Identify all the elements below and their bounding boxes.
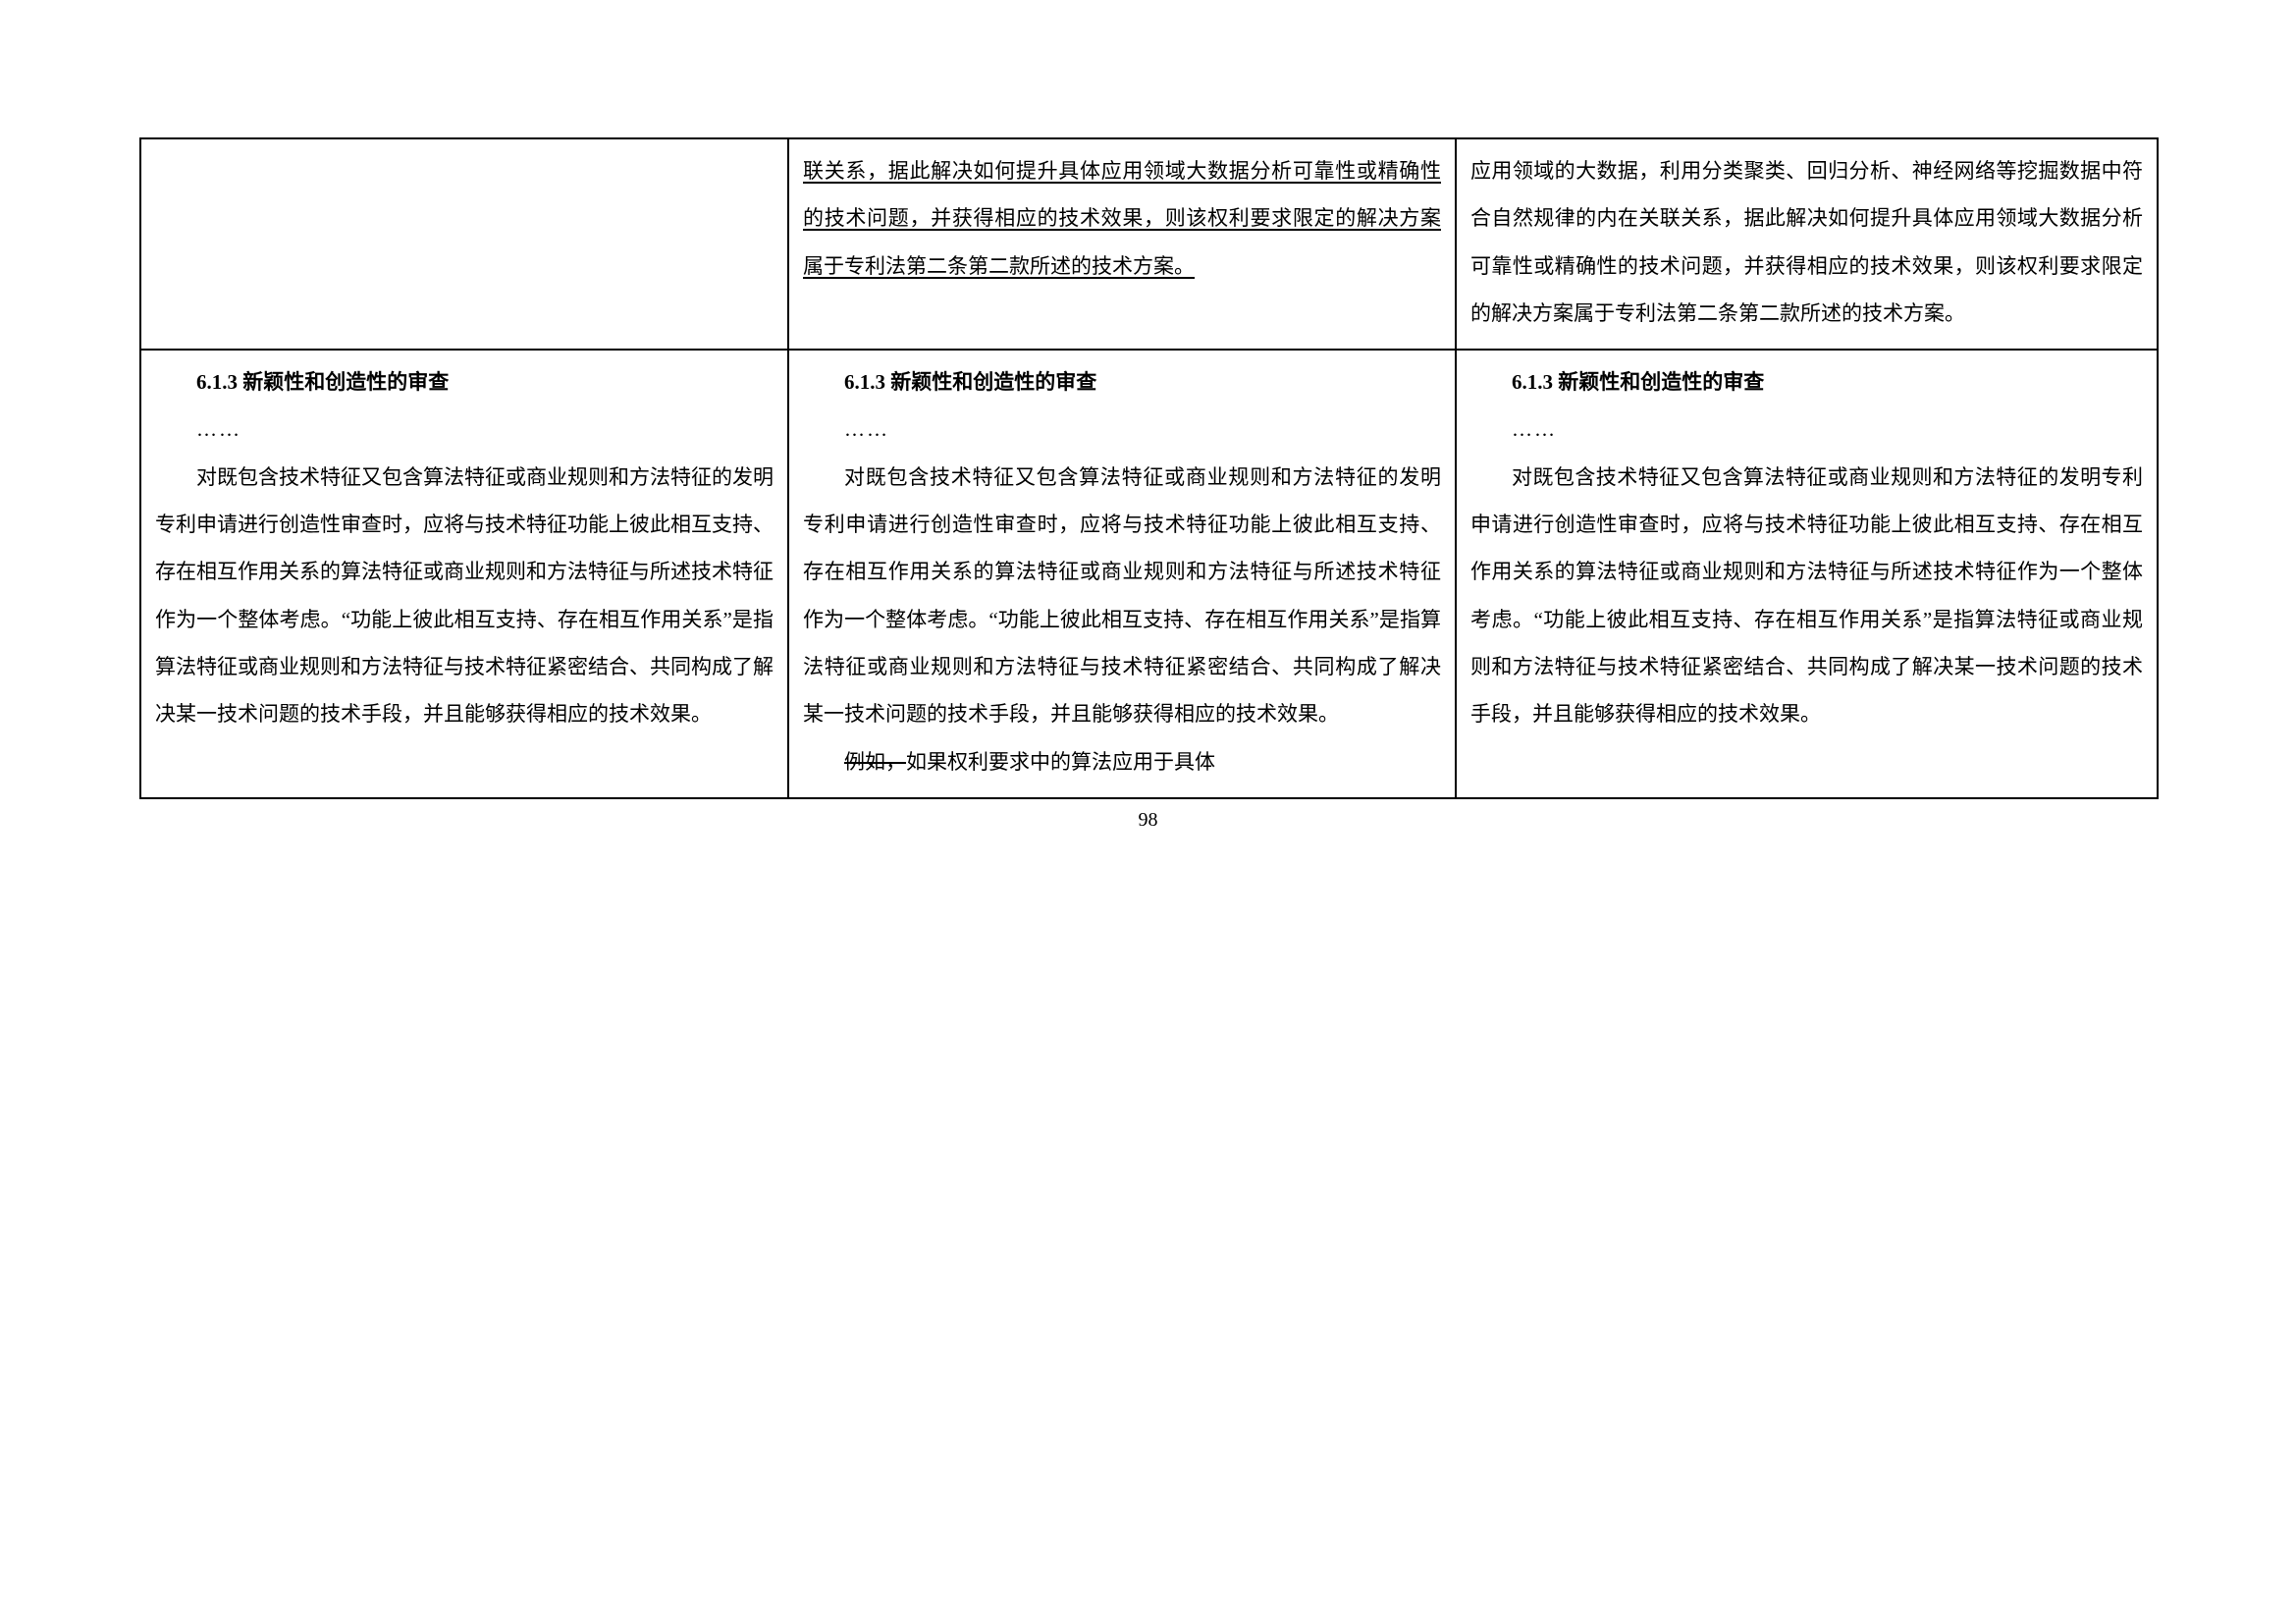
cell-r1-c3: 应用领域的大数据，利用分类聚类、回归分析、神经网络等挖掘数据中符合自然规律的内在… bbox=[1456, 138, 2158, 350]
page-number: 98 bbox=[1139, 809, 1158, 832]
section-heading: 6.1.3 新颖性和创造性的审查 bbox=[155, 358, 774, 406]
ellipsis: …… bbox=[155, 406, 774, 453]
cell-r1-c1 bbox=[140, 138, 788, 350]
comparison-table: 联关系，据此解决如何提升具体应用领域大数据分析可靠性或精确性的技术问题，并获得相… bbox=[139, 137, 2159, 799]
section-heading: 6.1.3 新颖性和创造性的审查 bbox=[1470, 358, 2143, 406]
comparison-table-wrap: 联关系，据此解决如何提升具体应用领域大数据分析可靠性或精确性的技术问题，并获得相… bbox=[139, 137, 2157, 799]
ellipsis: …… bbox=[1470, 406, 2143, 453]
plain-text: 如果权利要求中的算法应用于具体 bbox=[906, 750, 1215, 774]
underlined-text: 联关系，据此解决如何提升具体应用领域大数据分析可靠性或精确性的技术问题，并获得相… bbox=[803, 159, 1441, 278]
cell-text: 应用领域的大数据，利用分类聚类、回归分析、神经网络等挖掘数据中符合自然规律的内在… bbox=[1470, 147, 2143, 337]
cell-text: 对既包含技术特征又包含算法特征或商业规则和方法特征的发明专利申请进行创造性审查时… bbox=[803, 454, 1441, 738]
table-row: 6.1.3 新颖性和创造性的审查 …… 对既包含技术特征又包含算法特征或商业规则… bbox=[140, 350, 2158, 798]
cell-r1-c2: 联关系，据此解决如何提升具体应用领域大数据分析可靠性或精确性的技术问题，并获得相… bbox=[788, 138, 1456, 350]
table-row: 联关系，据此解决如何提升具体应用领域大数据分析可靠性或精确性的技术问题，并获得相… bbox=[140, 138, 2158, 350]
cell-text: 联关系，据此解决如何提升具体应用领域大数据分析可靠性或精确性的技术问题，并获得相… bbox=[803, 147, 1441, 290]
section-heading: 6.1.3 新颖性和创造性的审查 bbox=[803, 358, 1441, 406]
cell-r2-c1: 6.1.3 新颖性和创造性的审查 …… 对既包含技术特征又包含算法特征或商业规则… bbox=[140, 350, 788, 798]
cell-r2-c3: 6.1.3 新颖性和创造性的审查 …… 对既包含技术特征又包含算法特征或商业规则… bbox=[1456, 350, 2158, 798]
cell-text: 例如，如果权利要求中的算法应用于具体 bbox=[803, 738, 1441, 785]
strikethrough-text: 例如， bbox=[844, 750, 906, 774]
ellipsis: …… bbox=[803, 406, 1441, 453]
cell-r2-c2: 6.1.3 新颖性和创造性的审查 …… 对既包含技术特征又包含算法特征或商业规则… bbox=[788, 350, 1456, 798]
cell-text: 对既包含技术特征又包含算法特征或商业规则和方法特征的发明专利申请进行创造性审查时… bbox=[155, 454, 774, 738]
cell-text: 对既包含技术特征又包含算法特征或商业规则和方法特征的发明专利申请进行创造性审查时… bbox=[1470, 454, 2143, 738]
